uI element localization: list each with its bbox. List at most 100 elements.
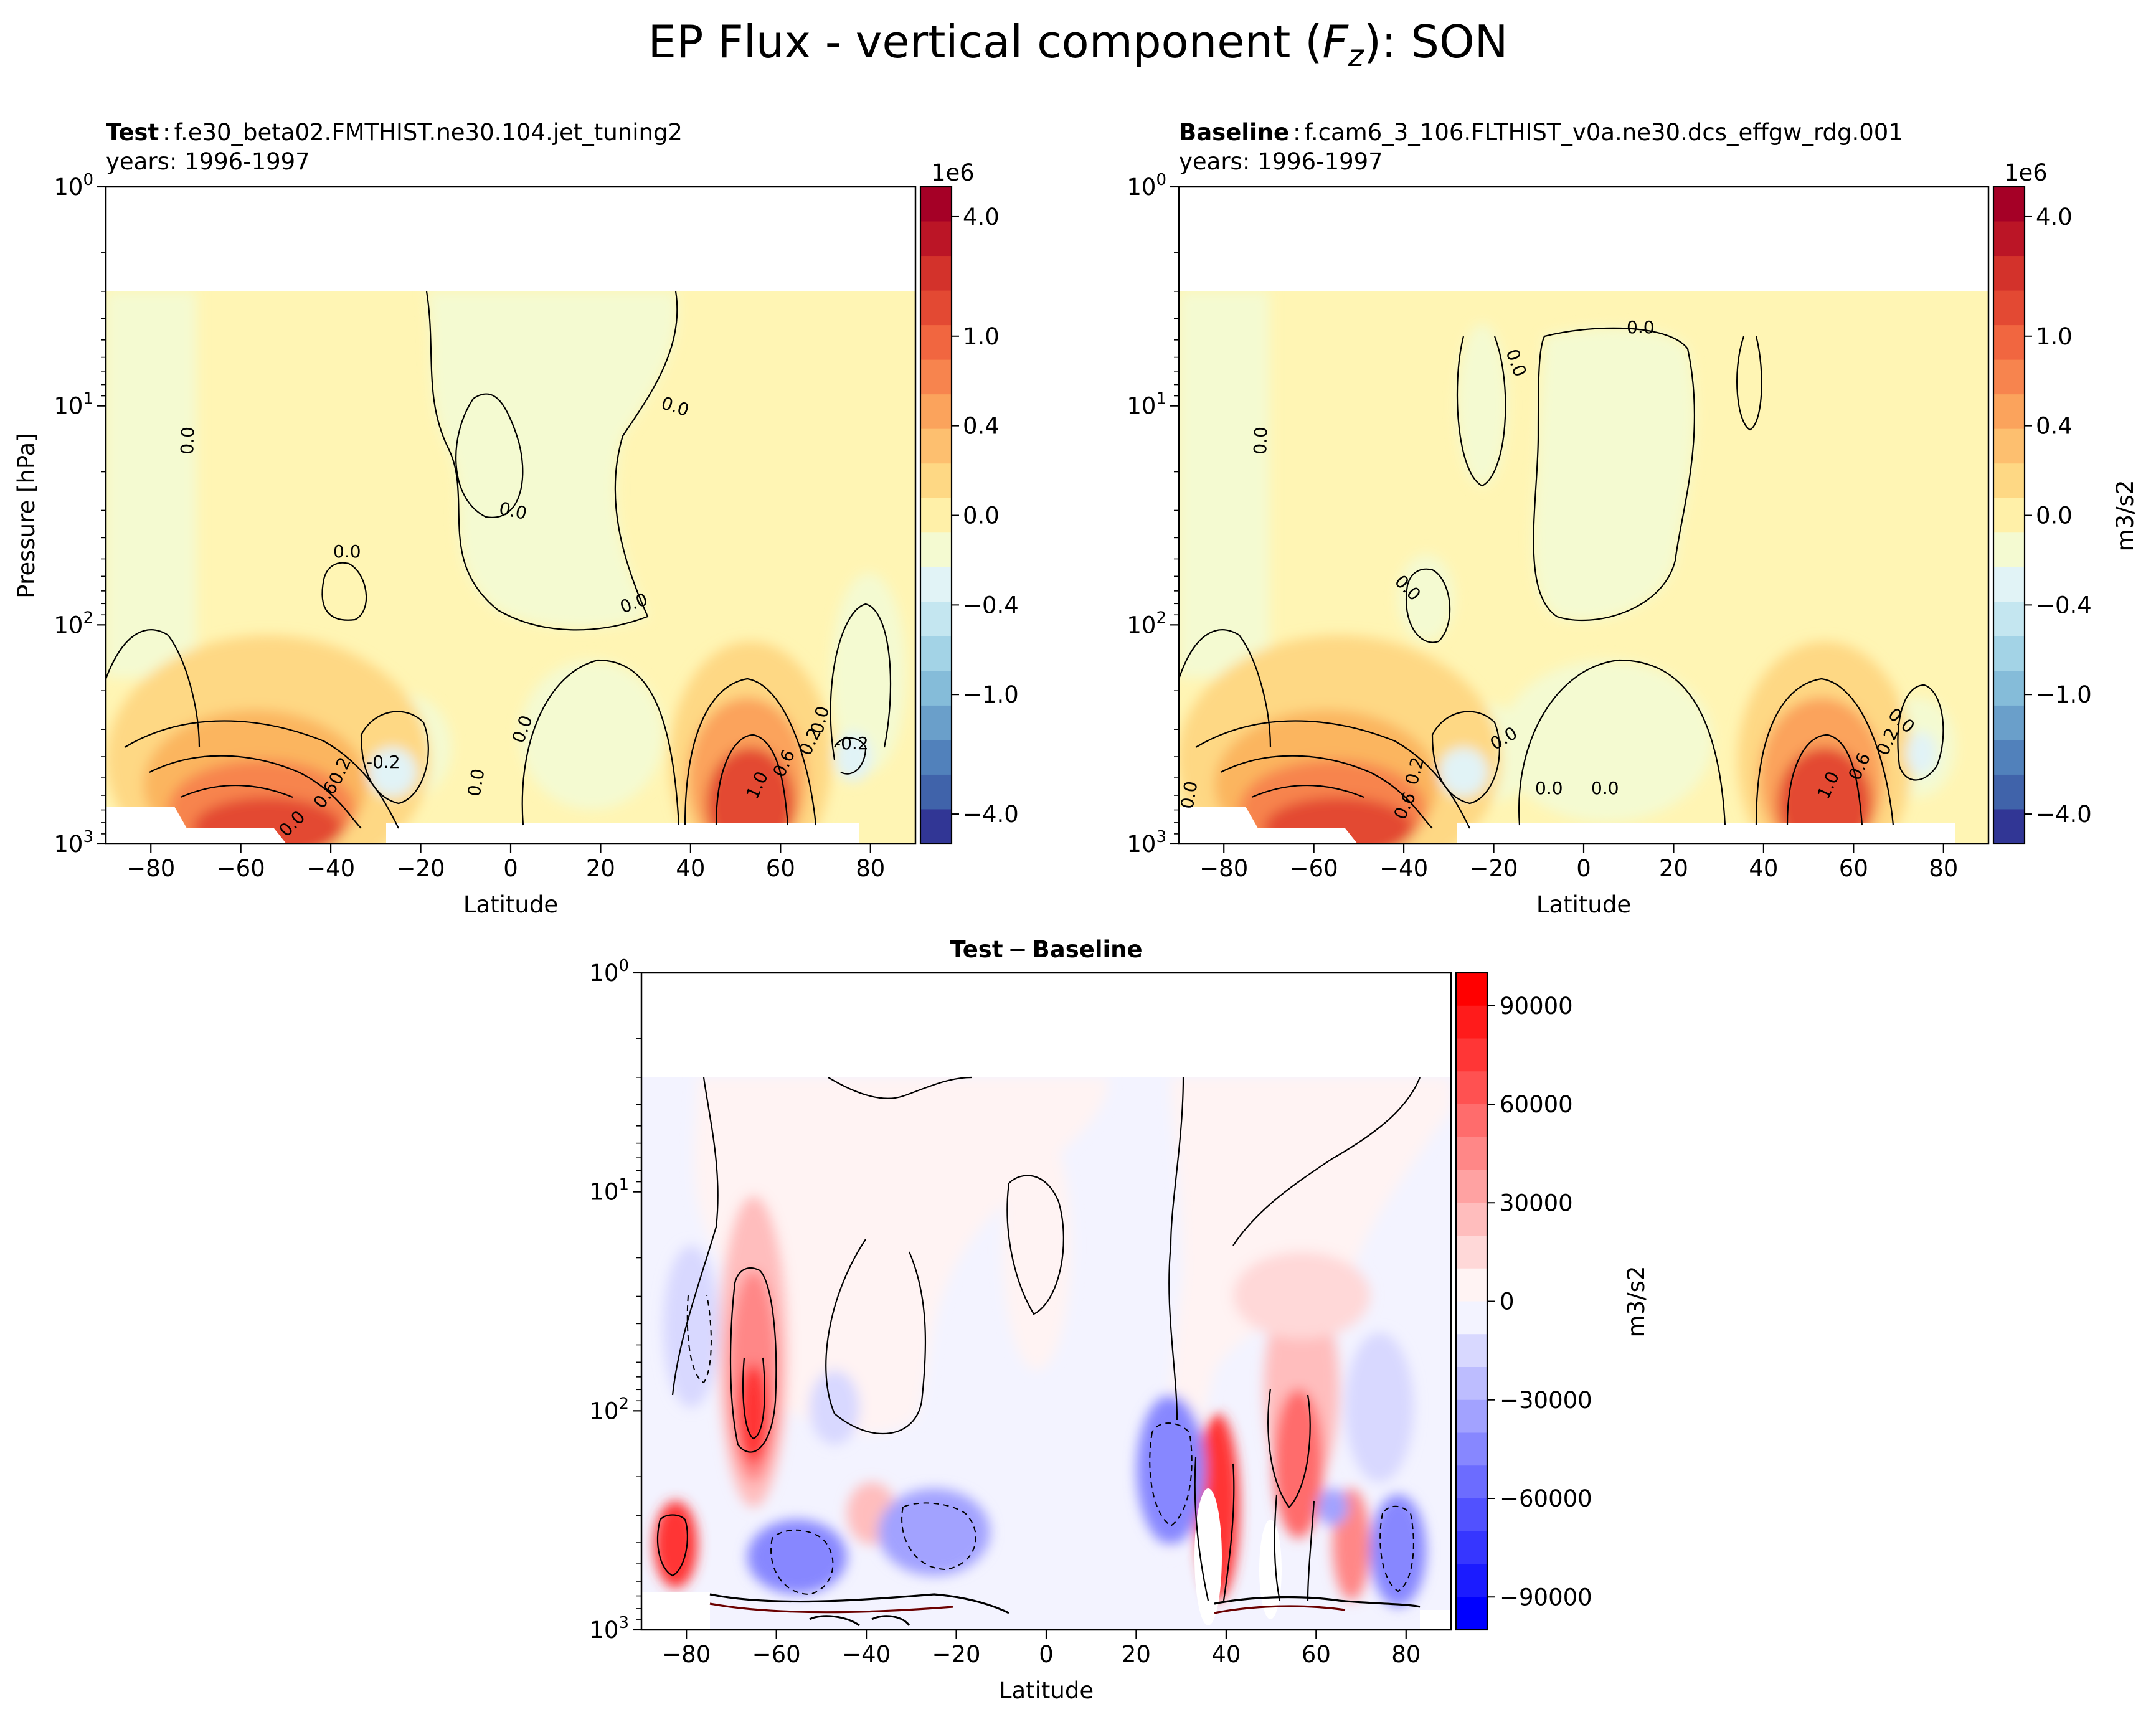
x-tick-label: 40 xyxy=(1211,1641,1241,1668)
colorbar-swatch xyxy=(920,705,952,741)
colorbar-swatch xyxy=(1456,1236,1487,1269)
colorbar-swatch xyxy=(1993,602,2025,637)
test-contour-labels: 0.0 0.0 0.0 0.0 0.0 0.0 0.0 -0.2 -0.2 0.… xyxy=(177,392,869,841)
colorbar-swatch xyxy=(1456,1597,1487,1630)
colorbar-swatch xyxy=(920,325,952,361)
colorbar-swatch xyxy=(920,602,952,637)
y-tick-label: 101 xyxy=(589,1176,629,1206)
x-tick-label: 20 xyxy=(1122,1641,1151,1668)
colorbar-tick-label: 4.0 xyxy=(2036,204,2073,230)
colorbar-swatch xyxy=(1993,428,2025,464)
baseline-strat-weak-column xyxy=(1533,328,1695,620)
baseline-field: 0.0 0.0 0.0 0.0 0.0 0.0 0.0 0.0 0.0 0.2 … xyxy=(1179,187,1988,844)
difference-blue-sh-2 xyxy=(747,1520,847,1594)
baseline-years-label: years: 1996-1997 xyxy=(1179,148,1383,175)
test-contours xyxy=(106,291,892,829)
difference-blue-sh-3 xyxy=(878,1488,990,1576)
colorbar-swatch xyxy=(1993,325,2025,361)
x-tick-label: 60 xyxy=(1302,1641,1331,1668)
colorbar-tick-label: 0.0 xyxy=(2036,503,2073,529)
colorbar-swatch xyxy=(920,532,952,568)
colorbar-tick-label: 1.0 xyxy=(2036,323,2073,350)
colorbar-swatch xyxy=(1456,1399,1487,1434)
difference-dashed-contours xyxy=(686,1295,1414,1596)
baseline-sh-polar-weak xyxy=(1179,291,1269,678)
colorbar-swatch xyxy=(920,256,952,291)
test-np-weak xyxy=(831,573,906,772)
colorbar-swatch xyxy=(920,809,952,844)
colorbar-tick-label: −0.4 xyxy=(2036,592,2092,618)
colorbar-tick-label: 4.0 xyxy=(963,204,1000,230)
test-neg-blob-2 xyxy=(835,732,872,782)
y-tick-label: 102 xyxy=(54,608,93,638)
panel-test: Test: f.e30_beta02.FMTHIST.ne30.104.jet_t… xyxy=(13,119,1019,918)
colorbar-swatch xyxy=(1456,1170,1487,1203)
colorbar-swatch xyxy=(1993,809,2025,844)
difference-blue-nh-2 xyxy=(1370,1495,1426,1607)
baseline-colorbar-units: m3/s2 xyxy=(2112,480,2139,552)
test-xlabel: Latitude xyxy=(463,891,558,918)
difference-missing-nh-2 xyxy=(1259,1520,1282,1619)
difference-blue-nh-3 xyxy=(1345,1333,1414,1482)
colorbar-tick-label: 30000 xyxy=(1500,1190,1573,1216)
difference-red-nh-2 xyxy=(1274,1389,1323,1538)
difference-red-sh-polar xyxy=(654,1501,697,1588)
colorbar-swatch xyxy=(1456,1038,1487,1072)
test-missing-bottom xyxy=(106,807,859,844)
baseline-weak-blob-1 xyxy=(1457,324,1507,486)
x-tick-label: 20 xyxy=(586,855,615,882)
colorbar-tick-label: −0.4 xyxy=(963,592,1019,618)
difference-xlabel: Latitude xyxy=(999,1677,1094,1704)
baseline-missing-top xyxy=(1179,187,1988,291)
y-tick-label: 102 xyxy=(1127,608,1166,638)
difference-blue-sh-1 xyxy=(663,1246,719,1407)
colorbar-swatch xyxy=(920,671,952,706)
test-strat-weak-column xyxy=(427,291,678,628)
colorbar-swatch xyxy=(1993,532,2025,568)
colorbar-swatch xyxy=(1456,1005,1487,1039)
test-contour-label: 0.0 xyxy=(463,767,488,798)
colorbar-tick-label: −90000 xyxy=(1500,1584,1592,1611)
x-tick-label: −20 xyxy=(1470,855,1518,882)
colorbar-swatch xyxy=(920,774,952,810)
difference-colorbar: 90000 60000 30000 0 −30000 −60000 −90000 xyxy=(1455,972,1592,1631)
test-contour-label: -0.2 xyxy=(366,752,400,772)
x-tick-label: −20 xyxy=(932,1641,981,1668)
difference-missing-nh-1 xyxy=(1194,1488,1222,1625)
x-tick-label: −60 xyxy=(1290,855,1338,882)
difference-missing-top xyxy=(641,973,1451,1077)
y-tick-label: 100 xyxy=(589,957,629,986)
test-field: 0.0 0.0 0.0 0.0 0.0 0.0 0.0 -0.2 -0.2 0.… xyxy=(106,187,915,844)
baseline-nh-red xyxy=(1778,747,1871,844)
colorbar-swatch xyxy=(1456,1564,1487,1597)
baseline-contour-label: 0.0 xyxy=(1591,778,1619,798)
x-tick-label: 80 xyxy=(1391,1641,1421,1668)
test-nh-red xyxy=(707,747,794,844)
baseline-contours xyxy=(1179,327,1944,829)
panel-baseline: Baseline: f.cam6_3_106.FLTHIST_v0a.ne30.d… xyxy=(1127,119,2139,918)
baseline-missing-bottom xyxy=(1179,807,1955,844)
colorbar-swatch xyxy=(920,221,952,257)
colorbar-swatch xyxy=(920,636,952,671)
x-tick-label: 40 xyxy=(676,855,705,882)
test-tropical-weak xyxy=(520,660,663,810)
colorbar-tick-label: −30000 xyxy=(1500,1387,1592,1414)
difference-y-ticks: 100 101 102 103 xyxy=(589,957,641,1644)
colorbar-tick-label: 0.4 xyxy=(2036,413,2073,440)
x-tick-label: −40 xyxy=(306,855,355,882)
difference-blue-nh-1 xyxy=(1137,1395,1205,1545)
difference-colorbar-units: m3/s2 xyxy=(1623,1266,1650,1338)
baseline-contour-label: 0.0 xyxy=(1627,317,1655,338)
colorbar-tick-label: 0.4 xyxy=(963,413,1000,440)
baseline-colorbar: 4.0 1.0 0.4 0.0 −0.4 −1.0 −4.0 xyxy=(1992,186,2092,845)
x-tick-label: −80 xyxy=(126,855,175,882)
colorbar-swatch xyxy=(1456,1531,1487,1565)
colorbar-swatch xyxy=(1993,567,2025,602)
colorbar-swatch xyxy=(1993,256,2025,291)
x-tick-label: −80 xyxy=(1199,855,1248,882)
difference-pink-nh-upper xyxy=(1233,1252,1370,1339)
colorbar-tick-label: −4.0 xyxy=(2036,801,2092,828)
y-tick-label: 101 xyxy=(1127,390,1166,420)
difference-field xyxy=(641,973,1451,1630)
test-x-ticks: −80 −60 −40 −20 0 20 40 60 80 xyxy=(126,844,885,882)
